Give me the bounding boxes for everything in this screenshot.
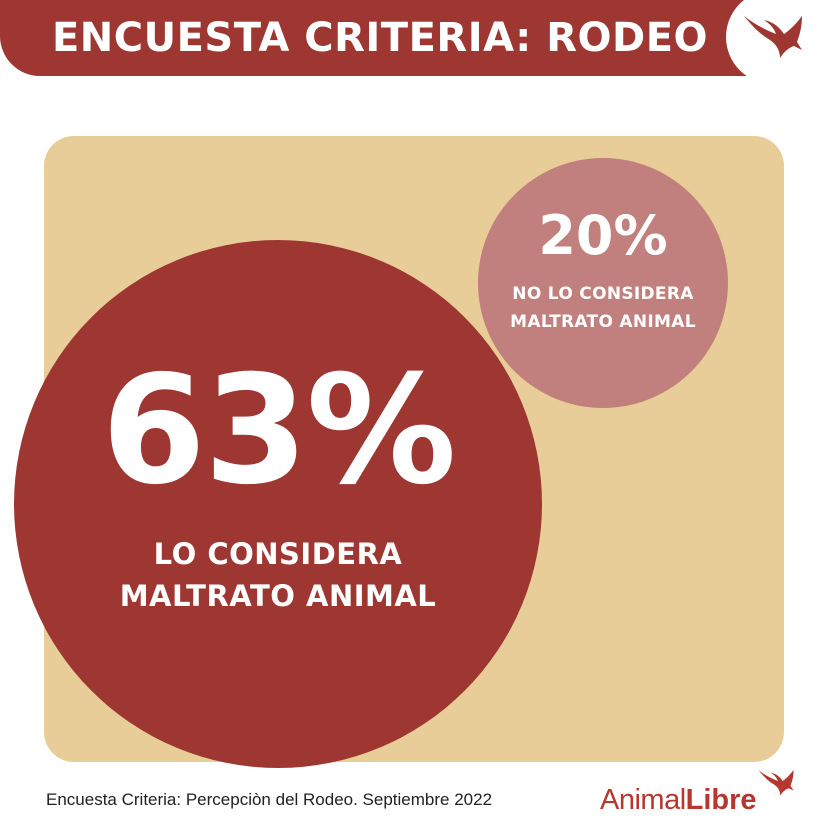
bubble-caption: LO CONSIDERA MALTRATO ANIMAL xyxy=(120,533,437,617)
bubble-20-percent: 20% NO LO CONSIDERA MALTRATO ANIMAL xyxy=(478,158,728,408)
bubble-caption-line: NO LO CONSIDERA xyxy=(512,284,694,304)
bubble-caption-line: MALTRATO ANIMAL xyxy=(510,312,696,332)
bubble-value-label: 63% xyxy=(101,344,456,518)
bubble-63-percent: 63% LO CONSIDERA MALTRATO ANIMAL xyxy=(14,240,542,768)
source-note: Encuesta Criteria: Percepciòn del Rodeo.… xyxy=(46,790,493,809)
page-title: ENCUESTA CRITERIA: RODEO xyxy=(51,15,709,61)
brand-part-1: Animal xyxy=(600,784,686,816)
brand-part-2: Libre xyxy=(685,784,757,816)
bubble-caption-line: LO CONSIDERA xyxy=(153,537,403,571)
bubble-caption-line: MALTRATO ANIMAL xyxy=(119,579,437,613)
header-banner: ENCUESTA CRITERIA: RODEO xyxy=(0,0,760,76)
swallow-bird-icon xyxy=(744,16,802,58)
bubble-value-label: 20% xyxy=(538,204,668,267)
swallow-bird-icon xyxy=(758,770,794,796)
logo-badge xyxy=(726,0,820,84)
brand-wordmark: AnimalLibre xyxy=(600,782,757,818)
brand-logo: AnimalLibre xyxy=(600,770,820,818)
bubble-caption: NO LO CONSIDERA MALTRATO ANIMAL xyxy=(510,280,696,336)
